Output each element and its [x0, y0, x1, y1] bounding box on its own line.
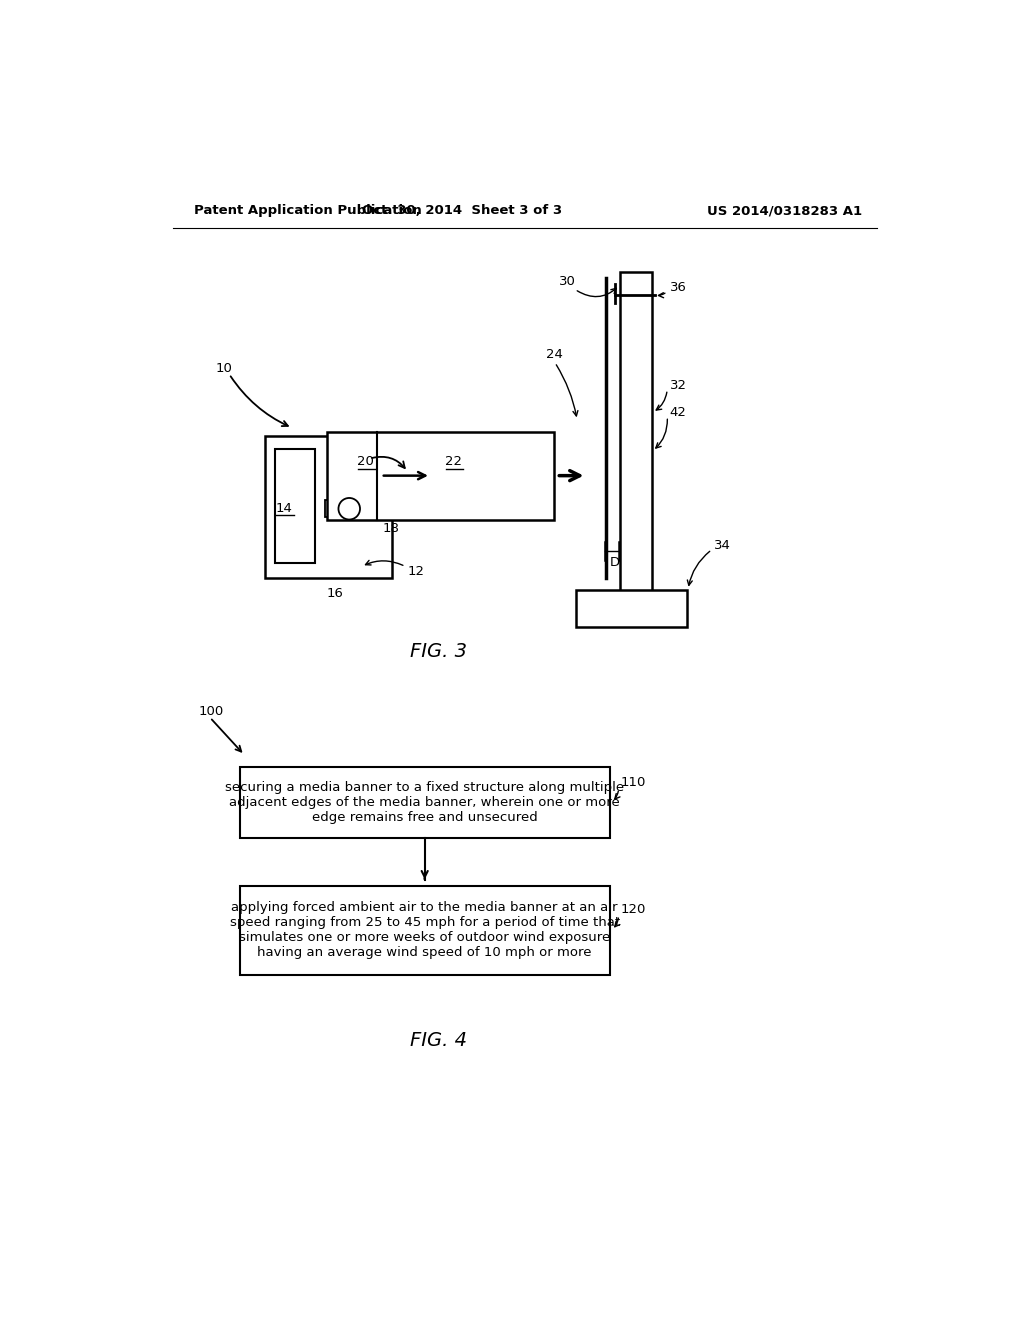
Text: 18: 18	[382, 521, 399, 535]
Bar	[620, 272, 652, 603]
Text: 110: 110	[621, 776, 646, 788]
Text: securing a media banner to a fixed structure along multiple
adjacent edges of th: securing a media banner to a fixed struc…	[225, 780, 625, 824]
Text: 12: 12	[408, 565, 425, 578]
Text: 24: 24	[547, 348, 563, 362]
Text: D: D	[609, 556, 620, 569]
Text: 120: 120	[621, 903, 646, 916]
Text: 34: 34	[714, 539, 731, 552]
Text: 42: 42	[670, 407, 686, 418]
Text: 36: 36	[670, 281, 686, 294]
Text: 20: 20	[357, 455, 374, 469]
Bar	[240, 886, 609, 974]
Text: Oct. 30, 2014  Sheet 3 of 3: Oct. 30, 2014 Sheet 3 of 3	[361, 205, 562, 218]
Text: 16: 16	[327, 587, 343, 601]
Text: 100: 100	[199, 705, 223, 718]
Bar	[275, 449, 315, 564]
Text: FIG. 3: FIG. 3	[410, 642, 467, 661]
Text: 10: 10	[215, 362, 232, 375]
Bar	[327, 432, 554, 520]
Text: US 2014/0318283 A1: US 2014/0318283 A1	[707, 205, 862, 218]
Bar	[325, 500, 340, 517]
Text: 32: 32	[670, 379, 686, 392]
Bar	[361, 500, 377, 517]
Text: 22: 22	[445, 455, 463, 469]
Text: Patent Application Publication: Patent Application Publication	[194, 205, 422, 218]
Text: 30: 30	[559, 275, 575, 288]
Bar	[575, 590, 687, 627]
Text: 14: 14	[275, 502, 292, 515]
Text: FIG. 4: FIG. 4	[410, 1031, 467, 1049]
Bar	[240, 767, 609, 838]
Bar	[265, 436, 392, 578]
Text: applying forced ambient air to the media banner at an air
speed ranging from 25 : applying forced ambient air to the media…	[229, 902, 620, 958]
